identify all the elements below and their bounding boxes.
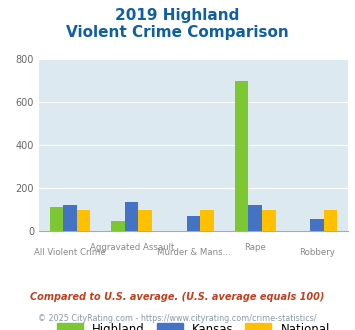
Legend: Highland, Kansas, National: Highland, Kansas, National: [57, 323, 330, 330]
Bar: [310, 219, 324, 231]
Bar: [125, 202, 138, 231]
Bar: [138, 210, 152, 231]
Bar: [200, 210, 214, 231]
Text: 2019 Highland: 2019 Highland: [115, 8, 240, 23]
Bar: [324, 210, 337, 231]
Bar: [235, 81, 248, 231]
Text: Rape: Rape: [244, 243, 266, 252]
Bar: [50, 208, 63, 231]
Text: Compared to U.S. average. (U.S. average equals 100): Compared to U.S. average. (U.S. average …: [30, 292, 325, 302]
Bar: [248, 205, 262, 231]
Text: © 2025 CityRating.com - https://www.cityrating.com/crime-statistics/: © 2025 CityRating.com - https://www.city…: [38, 314, 317, 323]
Bar: [262, 210, 275, 231]
Bar: [187, 216, 200, 231]
Bar: [111, 221, 125, 231]
Text: All Violent Crime: All Violent Crime: [34, 248, 106, 257]
Bar: [63, 205, 77, 231]
Text: Aggravated Assault: Aggravated Assault: [89, 243, 174, 252]
Text: Robbery: Robbery: [299, 248, 335, 257]
Bar: [77, 210, 90, 231]
Text: Murder & Mans...: Murder & Mans...: [157, 248, 230, 257]
Text: Violent Crime Comparison: Violent Crime Comparison: [66, 25, 289, 40]
